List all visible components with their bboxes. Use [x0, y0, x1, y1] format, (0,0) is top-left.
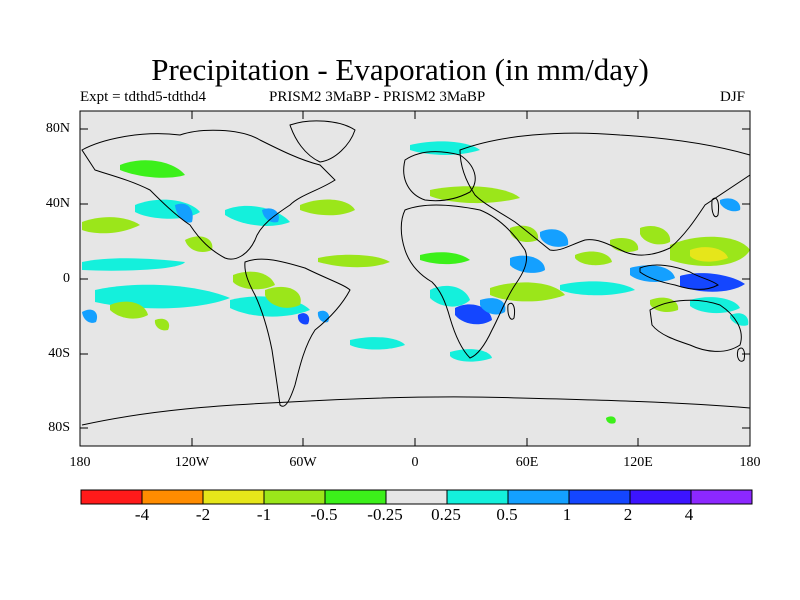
colorbar-label: 0.25 [431, 505, 461, 524]
coastline-south-america [244, 258, 351, 407]
colorbar-swatch [507, 489, 570, 505]
colorbar-swatch [629, 489, 692, 505]
lon-label-180w: 180 [69, 455, 91, 470]
model-comparison-label: PRISM2 3MaBP - PRISM2 3MaBP [269, 89, 486, 105]
anomaly-patch [120, 160, 185, 178]
lat-label-0: 0 [63, 271, 70, 286]
colorbar-label: -1 [256, 505, 272, 524]
map-title: Precipitation - Evaporation (in mm/day) [151, 52, 649, 87]
coastline-madagascar [507, 302, 515, 320]
experiment-label: Expt = tdthd5-tdthd4 [80, 89, 206, 105]
colorbar-label: -4 [134, 505, 150, 524]
anomaly-patch [350, 337, 405, 350]
colorbar-swatch [202, 489, 265, 505]
anomaly-patch [720, 198, 741, 212]
colorbar-label: 0.5 [496, 505, 518, 524]
colorbar-swatch [324, 489, 387, 505]
anomaly-patch [510, 255, 545, 273]
colorbar [80, 489, 753, 505]
colorbar-swatch [80, 489, 143, 505]
colorbar-swatch [263, 489, 326, 505]
anomaly-patch [297, 313, 310, 325]
anomaly-patch [233, 271, 275, 290]
anomaly-patch [82, 258, 185, 271]
anomaly-patch [300, 199, 355, 216]
lon-label-60e: 60E [515, 455, 539, 470]
anomaly-patch [730, 313, 749, 326]
anomaly-patch [110, 301, 148, 319]
colorbar-label: 1 [562, 505, 572, 524]
anomaly-patch [480, 298, 506, 315]
anomaly-patch [560, 281, 635, 296]
coastline-greenland [289, 120, 356, 163]
lat-label-40s: 40S [48, 346, 70, 361]
colorbar-label: -0.25 [367, 505, 403, 524]
colorbar-swatch [568, 489, 631, 505]
anomaly-patch [575, 251, 612, 266]
anomaly-patch [680, 273, 745, 292]
anomaly-patch [640, 225, 671, 245]
anomaly-patch [430, 285, 470, 307]
colorbar-swatch [446, 489, 509, 505]
lon-label-120e: 120E [623, 455, 653, 470]
anomaly-patch [420, 252, 470, 265]
lat-label-80n: 80N [45, 121, 70, 136]
anomaly-patch [82, 217, 140, 234]
anomaly-patch [455, 304, 492, 325]
coastline-new-zealand [737, 347, 745, 362]
anomaly-patch [175, 203, 193, 223]
coastline-antarctica [81, 396, 751, 426]
lat-label-80s: 80S [48, 420, 70, 435]
map-ticks [79, 111, 751, 446]
coastline-europe [403, 151, 476, 202]
anomaly-patch [450, 349, 492, 362]
colorbar-label: -2 [195, 505, 211, 524]
lon-label-0: 0 [411, 455, 419, 470]
coastline-indonesia [639, 264, 719, 290]
colorbar-swatch [141, 489, 204, 505]
lon-label-180e: 180 [739, 455, 761, 470]
anomaly-patch [650, 297, 679, 313]
anomaly-patch [262, 208, 279, 223]
colorbar-label: 4 [684, 505, 694, 524]
anomaly-patch [185, 236, 213, 252]
anomaly-patch [690, 247, 728, 262]
colorbar-label: -0.5 [310, 505, 338, 524]
coastline-australia [649, 299, 742, 352]
coastline-africa [400, 204, 528, 359]
anomaly-patch [318, 254, 390, 268]
anomaly-patch [410, 141, 480, 155]
anomaly-patch [82, 309, 98, 323]
anomaly-patch [540, 229, 569, 247]
lat-label-40n: 40N [45, 196, 70, 211]
coastline-north-america [81, 129, 336, 260]
anomaly-patch [606, 416, 616, 424]
lon-label-60w: 60W [289, 455, 317, 470]
anomaly-patch [510, 225, 539, 243]
lon-label-120w: 120W [174, 455, 210, 470]
coastline-asia [459, 132, 751, 256]
anomaly-patch [630, 265, 675, 282]
coastline-japan [711, 197, 719, 218]
colorbar-swatch [690, 489, 753, 505]
colorbar-label: 2 [623, 505, 633, 524]
anomaly-patch [154, 318, 170, 331]
anomaly-patch [265, 286, 301, 308]
season-label: DJF [720, 89, 746, 105]
coastlines [81, 120, 751, 426]
colorbar-swatch [385, 489, 448, 505]
